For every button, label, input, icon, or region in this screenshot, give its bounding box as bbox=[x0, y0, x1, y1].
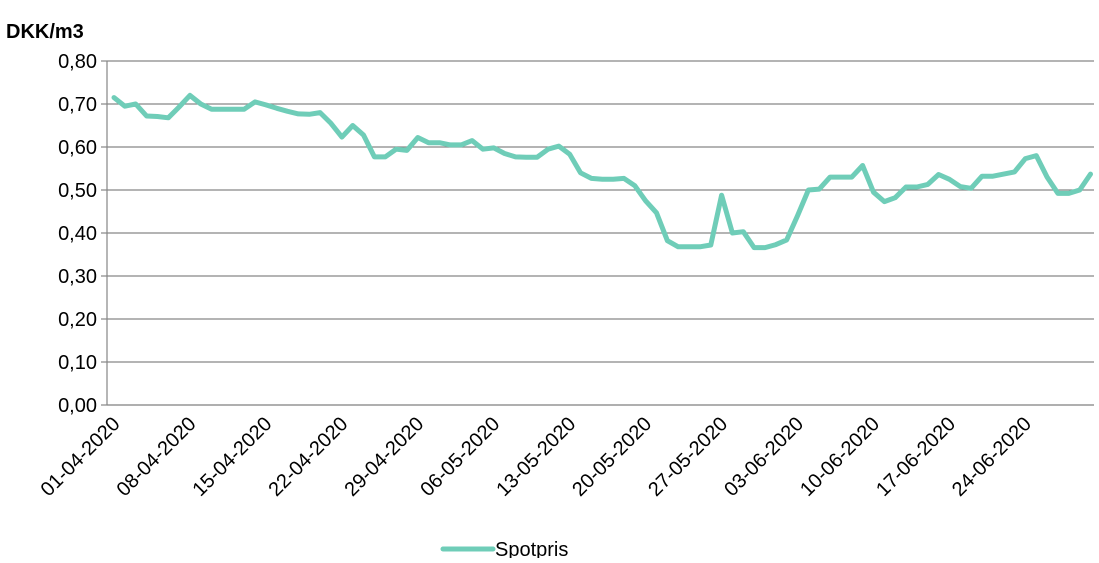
x-tick-label: 13-05-2020 bbox=[492, 413, 580, 501]
x-tick-label: 27-05-2020 bbox=[644, 413, 732, 501]
x-tick-label: 15-04-2020 bbox=[189, 413, 277, 501]
y-tick-label: 0,60 bbox=[58, 137, 97, 159]
y-tick-label: 0,00 bbox=[58, 395, 97, 417]
y-tick-label: 0,70 bbox=[58, 94, 97, 116]
gridlines bbox=[101, 60, 1094, 406]
x-tick-label: 20-05-2020 bbox=[568, 413, 656, 501]
y-tick-label: 0,40 bbox=[58, 223, 97, 245]
y-tick-labels: 0,00 0,10 0,20 0,30 0,40 0,50 0,60 0,70 0,80 bbox=[58, 51, 97, 417]
y-tick-label: 0,80 bbox=[58, 51, 97, 73]
y-tick-label: 0,50 bbox=[58, 180, 97, 202]
x-tick-label: 24-06-2020 bbox=[948, 413, 1036, 501]
y-tick-label: 0,30 bbox=[58, 266, 97, 288]
legend-label-spotpris: Spotpris bbox=[495, 539, 568, 558]
y-tick-label: 0,20 bbox=[58, 309, 97, 331]
x-tick-labels: 01-04-202008-04-202015-04-202022-04-2020… bbox=[37, 413, 1036, 501]
series-line-spotpris bbox=[111, 92, 1093, 251]
x-tick-label: 17-06-2020 bbox=[872, 413, 960, 501]
y-tick-label: 0,10 bbox=[58, 352, 97, 374]
x-tick-label: 29-04-2020 bbox=[340, 413, 428, 501]
legend: Spotpris bbox=[440, 539, 568, 561]
y-unit-label: DKK/m3 bbox=[6, 21, 84, 43]
x-tick-label: 10-06-2020 bbox=[796, 413, 884, 501]
series-lines bbox=[111, 92, 1093, 251]
x-tick-label: 03-06-2020 bbox=[720, 413, 808, 501]
x-tick-label: 22-04-2020 bbox=[264, 413, 352, 501]
x-tick-label: 08-04-2020 bbox=[113, 413, 201, 501]
x-tick-label: 01-04-2020 bbox=[37, 413, 125, 501]
x-tick-label: 06-05-2020 bbox=[416, 413, 504, 501]
